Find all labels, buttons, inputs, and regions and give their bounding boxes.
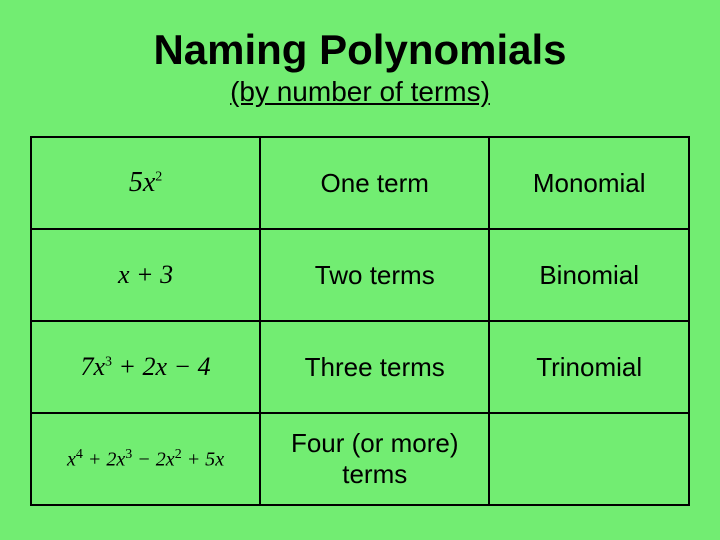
table-row: 7x3 + 2x − 4 Three terms Trinomial bbox=[31, 321, 689, 413]
table-row: 5x2 One term Monomial bbox=[31, 137, 689, 229]
slide-title: Naming Polynomials bbox=[30, 26, 690, 74]
expression-cell: x + 3 bbox=[31, 229, 260, 321]
slide: Naming Polynomials (by number of terms) … bbox=[0, 0, 720, 540]
description-cell: Three terms bbox=[260, 321, 489, 413]
name-cell bbox=[489, 413, 689, 505]
expression-cell: x4 + 2x3 − 2x2 + 5x bbox=[31, 413, 260, 505]
description-cell: Two terms bbox=[260, 229, 489, 321]
expression-cell: 7x3 + 2x − 4 bbox=[31, 321, 260, 413]
description-cell: Four (or more) terms bbox=[260, 413, 489, 505]
polynomial-table-wrap: 5x2 One term Monomial x + 3 Two terms Bi… bbox=[30, 136, 690, 506]
table-row: x + 3 Two terms Binomial bbox=[31, 229, 689, 321]
description-cell: One term bbox=[260, 137, 489, 229]
name-cell: Trinomial bbox=[489, 321, 689, 413]
name-cell: Binomial bbox=[489, 229, 689, 321]
slide-subtitle: (by number of terms) bbox=[30, 76, 690, 108]
name-cell: Monomial bbox=[489, 137, 689, 229]
expression-cell: 5x2 bbox=[31, 137, 260, 229]
polynomial-table: 5x2 One term Monomial x + 3 Two terms Bi… bbox=[30, 136, 690, 506]
table-row: x4 + 2x3 − 2x2 + 5x Four (or more) terms bbox=[31, 413, 689, 505]
